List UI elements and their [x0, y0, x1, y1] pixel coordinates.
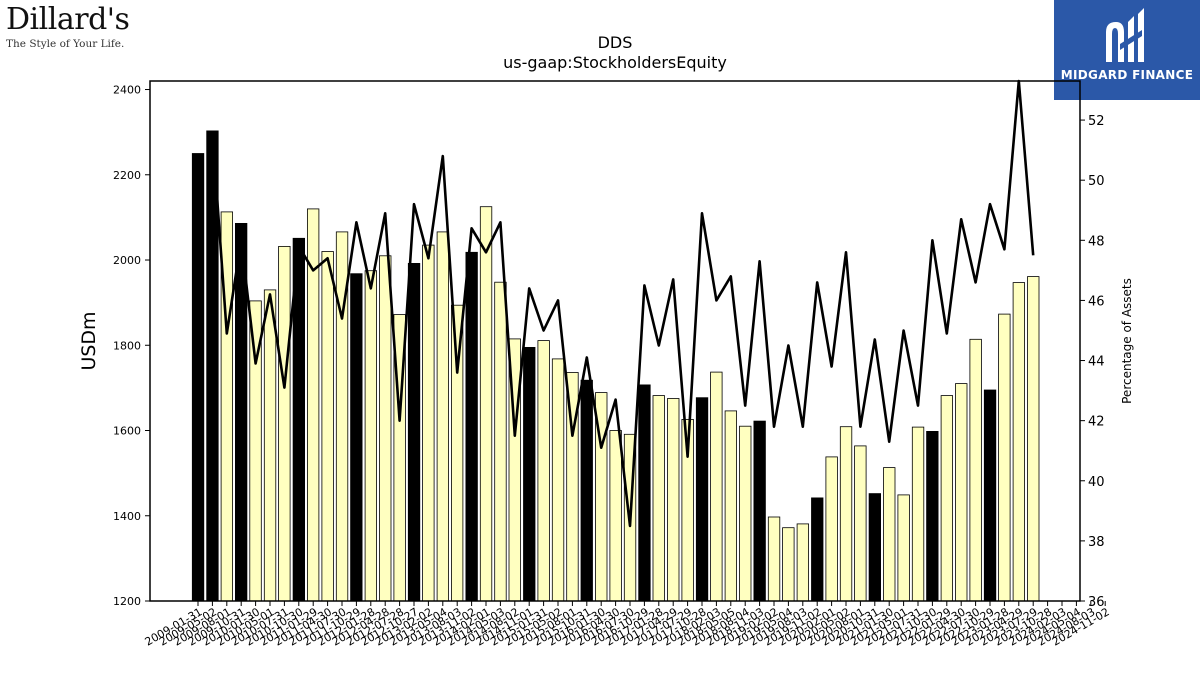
bar [350, 273, 363, 602]
dillards-logo-tagline: The Style of Your Life. [6, 38, 125, 50]
y2-tick-label: 46 [1088, 294, 1105, 309]
bar [955, 383, 968, 602]
bar [724, 410, 737, 602]
bar [263, 289, 277, 602]
y2-tick-label: 36 [1088, 595, 1105, 610]
chart-subtitle: us-gaap:StockholdersEquity [503, 53, 727, 72]
midgard-finance-logo: MIDGARD FINANCE [1054, 0, 1200, 100]
x-axis: 2009-01-312009-05-022009-08-012009-10-31… [143, 601, 1112, 649]
bar [753, 420, 766, 602]
y-tick-label: 2200 [113, 169, 141, 182]
y-axis-right: 36 38 40 42 44 46 48 50 52 [1080, 114, 1105, 610]
y2-tick-label: 48 [1088, 234, 1105, 249]
bar [537, 340, 550, 602]
bar [782, 527, 795, 602]
bar [969, 338, 982, 602]
bar [739, 425, 752, 602]
bar [422, 244, 435, 602]
line-series [211, 79, 1035, 528]
bar [494, 281, 507, 602]
y2-axis-label: Percentage of Assets [1120, 278, 1134, 404]
plot-frame [149, 80, 1081, 602]
bar [868, 493, 881, 602]
bar [883, 467, 896, 602]
y2-tick-label: 50 [1088, 174, 1105, 189]
bar [998, 313, 1011, 602]
bar [278, 245, 291, 602]
y2-tick-label: 52 [1088, 114, 1105, 129]
bar [825, 456, 838, 602]
y-tick-label: 2000 [113, 254, 141, 267]
midgard-finance-logo-text: MIDGARD FINANCE [1060, 68, 1194, 82]
y2-tick-label: 38 [1088, 535, 1105, 550]
bar [767, 516, 781, 602]
y-axis-left: 1200 1400 1600 1800 2000 2200 2400 [113, 84, 150, 608]
bar-series [191, 130, 1040, 602]
bar [407, 262, 421, 602]
dillards-logo-name: Dillard's [6, 2, 130, 37]
dillards-logo: Dillard's The Style of Your Life. [6, 4, 136, 54]
y-tick-label: 1800 [113, 339, 141, 352]
bar [465, 251, 478, 602]
y2-tick-label: 44 [1088, 355, 1105, 370]
bar [911, 426, 925, 602]
bar [983, 389, 997, 602]
bar [436, 231, 450, 602]
bar [940, 395, 953, 602]
bar [479, 206, 493, 602]
y-tick-label: 2400 [113, 84, 141, 97]
bar [450, 304, 464, 602]
y-tick-label: 1400 [113, 510, 141, 523]
y2-tick-label: 42 [1088, 415, 1105, 430]
bar [652, 395, 665, 602]
bar [191, 153, 205, 602]
y-tick-label: 1600 [113, 425, 141, 438]
bar [1027, 276, 1040, 602]
bar [638, 384, 651, 602]
bar [710, 371, 723, 602]
bar [667, 398, 680, 602]
bar [839, 426, 853, 602]
bar [1012, 282, 1025, 602]
bar [580, 379, 593, 602]
bar [523, 346, 536, 602]
bar [796, 523, 809, 602]
bar [695, 397, 709, 602]
percentage-line [211, 79, 1035, 528]
bar [551, 358, 565, 602]
bar [854, 445, 867, 602]
bar [926, 430, 939, 602]
midgard-finance-logo-icon [1106, 8, 1144, 62]
y2-tick-label: 40 [1088, 475, 1105, 490]
bar [379, 255, 392, 602]
bar [364, 270, 378, 602]
bar [897, 494, 910, 602]
bar [811, 497, 824, 602]
chart-title: DDS [598, 33, 633, 52]
y-axis-label: USDm [78, 311, 100, 370]
bar [321, 251, 334, 602]
bar [609, 430, 622, 602]
y-tick-label: 1200 [113, 595, 141, 608]
